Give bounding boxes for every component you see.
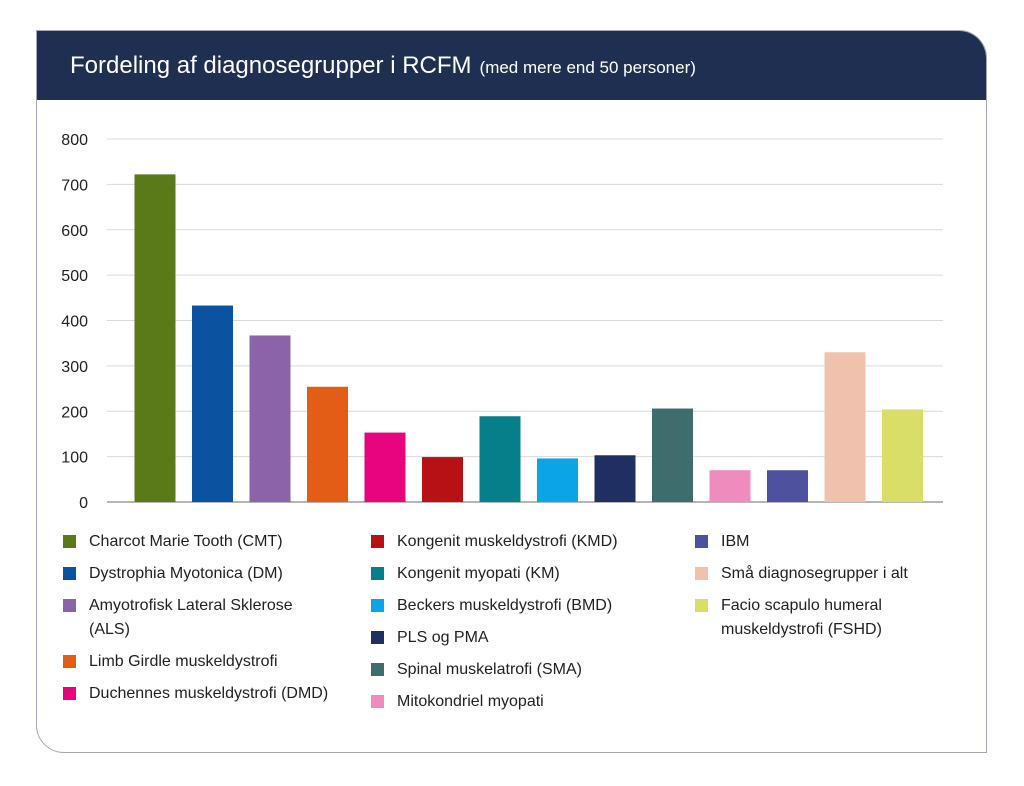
legend-item: Duchennes muskeldystrofi (DMD) xyxy=(63,682,333,706)
bar xyxy=(192,305,233,502)
legend-label: Amyotrofisk Lateral Sklerose (ALS) xyxy=(89,597,293,638)
legend-item: IBM xyxy=(695,530,955,554)
legend-item: Små diagnosegrupper i alt xyxy=(695,562,955,586)
legend-swatch xyxy=(371,567,384,580)
legend-label: Beckers muskeldystrofi (BMD) xyxy=(397,597,613,614)
legend-label: Mitokondriel myopati xyxy=(397,693,544,710)
bar xyxy=(422,457,463,502)
y-tick-label: 0 xyxy=(79,495,88,512)
legend-swatch xyxy=(63,535,76,548)
bar xyxy=(594,455,636,502)
y-tick-label: 400 xyxy=(61,314,88,331)
legend-item: PLS og PMA xyxy=(371,626,661,650)
bar xyxy=(364,432,406,502)
legend-swatch xyxy=(371,663,384,676)
bar xyxy=(882,409,923,502)
bar xyxy=(537,458,578,502)
legend-swatch xyxy=(695,535,708,548)
legend-item: Beckers muskeldystrofi (BMD) xyxy=(371,594,661,618)
bar xyxy=(479,416,521,502)
bar xyxy=(307,386,348,502)
chart-subtitle: (med mere end 50 personer) xyxy=(479,57,696,77)
bar xyxy=(824,352,866,502)
legend-swatch xyxy=(63,655,76,668)
legend-item: Charcot Marie Tooth (CMT) xyxy=(63,530,333,554)
legend-swatch xyxy=(695,599,708,612)
legend-item: Kongenit muskeldystrofi (KMD) xyxy=(371,530,661,554)
legend-item: Mitokondriel myopati xyxy=(371,690,661,714)
y-tick-label: 800 xyxy=(61,132,88,149)
y-tick-label: 300 xyxy=(61,359,88,376)
legend-swatch xyxy=(695,567,708,580)
legend-label: Spinal muskelatrofi (SMA) xyxy=(397,661,582,678)
y-tick-label: 500 xyxy=(61,268,88,285)
legend-item: Dystrophia Myotonica (DM) xyxy=(63,562,333,586)
legend-label: Kongenit muskeldystrofi (KMD) xyxy=(397,533,618,550)
legend-swatch xyxy=(371,631,384,644)
legend-label: IBM xyxy=(721,533,750,550)
legend-swatch xyxy=(63,599,76,612)
legend-label: Dystrophia Myotonica (DM) xyxy=(89,565,283,582)
legend-swatch xyxy=(371,599,384,612)
bar xyxy=(767,470,808,502)
legend-swatch xyxy=(371,535,384,548)
legend-label: Duchennes muskeldystrofi (DMD) xyxy=(89,685,329,702)
legend-label: Facio scapulo humeral muskeldystrofi (FS… xyxy=(721,597,882,638)
legend-item: Limb Girdle muskeldystrofi xyxy=(63,650,333,674)
y-tick-label: 100 xyxy=(61,450,88,467)
legend-label: PLS og PMA xyxy=(397,629,489,646)
bar xyxy=(134,174,176,502)
chart-header: Fordeling af diagnosegrupper i RCFM (med… xyxy=(37,31,986,100)
legend-swatch xyxy=(63,567,76,580)
y-tick-label: 600 xyxy=(61,223,88,240)
bar xyxy=(652,408,693,502)
chart-title: Fordeling af diagnosegrupper i RCFM xyxy=(70,51,472,79)
legend-swatch xyxy=(63,687,76,700)
legend-label: Limb Girdle muskeldystrofi xyxy=(89,653,278,670)
legend-item: Amyotrofisk Lateral Sklerose (ALS) xyxy=(63,594,333,642)
legend-label: Kongenit myopati (KM) xyxy=(397,565,560,582)
legend-item: Spinal muskelatrofi (SMA) xyxy=(371,658,661,682)
legend-swatch xyxy=(371,695,384,708)
bar xyxy=(249,335,291,502)
y-tick-label: 200 xyxy=(61,404,88,421)
legend-item: Facio scapulo humeral muskeldystrofi (FS… xyxy=(695,594,955,642)
legend-label: Charcot Marie Tooth (CMT) xyxy=(89,533,283,550)
y-tick-label: 700 xyxy=(61,177,88,194)
bar xyxy=(709,470,751,502)
legend-item: Kongenit myopati (KM) xyxy=(371,562,661,586)
legend-label: Små diagnosegrupper i alt xyxy=(721,565,908,582)
